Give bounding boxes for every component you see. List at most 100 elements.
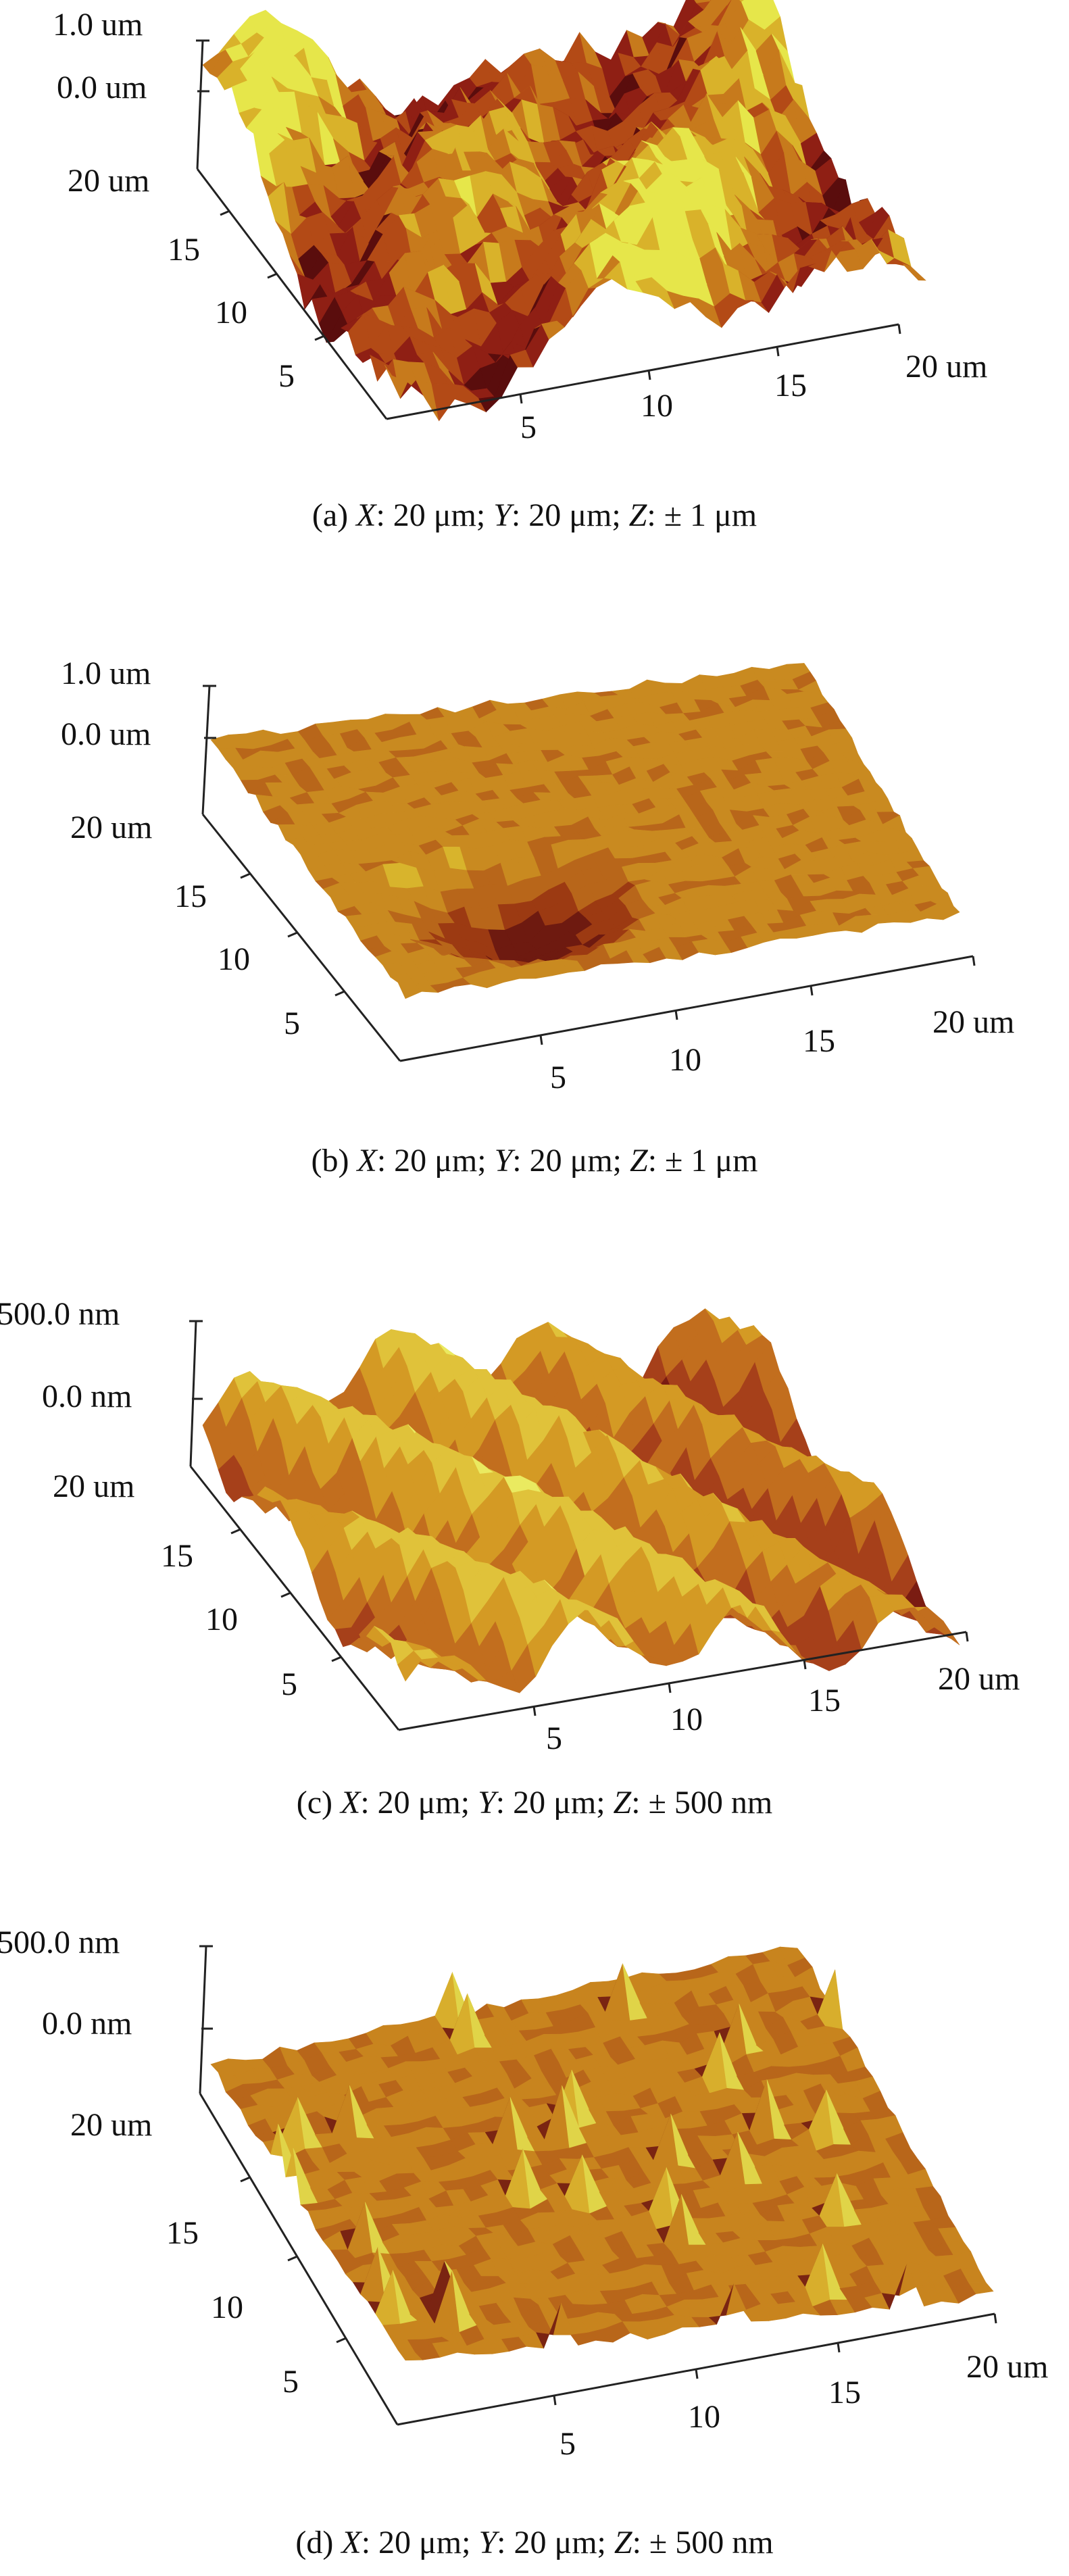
z-zero-label: 0.0 nm <box>42 2006 132 2041</box>
caption-z-value: : ± 500 nm <box>631 1785 773 1820</box>
y-label-10: 10 <box>211 2289 243 2325</box>
x-label-10: 10 <box>669 1042 701 1078</box>
caption-y-name: Y <box>493 497 512 533</box>
afm-panel-a: 1.0 um 0.0 um 20 um 15 10 5 5 10 15 20 u… <box>0 0 1069 608</box>
x-label-15: 15 <box>803 1023 835 1059</box>
surface-facet <box>696 0 714 11</box>
y-label-5: 5 <box>284 1006 300 1041</box>
y-label-20: 20 um <box>70 2107 152 2143</box>
y-label-5: 5 <box>278 358 295 394</box>
afm-plot-d: 500.0 nm 0.0 nm 20 um 15 10 5 5 10 15 20… <box>0 1925 1048 2462</box>
x-tick <box>897 324 901 335</box>
caption-x-value: : 20 μm; <box>376 1143 495 1179</box>
caption-c: (c) X: 20 μm; Y: 20 μm; Z: ± 500 nm <box>0 1784 1069 1821</box>
caption-x-value: : 20 μm; <box>360 1785 478 1820</box>
x-tick <box>532 1706 537 1716</box>
x-tick <box>965 1631 969 1642</box>
y-tick <box>280 1591 291 1598</box>
y-label-15: 15 <box>168 232 200 268</box>
surface-c <box>202 1308 960 1693</box>
x-label-10: 10 <box>670 1702 703 1737</box>
x-tick <box>810 985 814 996</box>
surface-b <box>210 663 960 999</box>
afm-plot-c: 500.0 nm 0.0 nm 20 um 15 10 5 5 10 15 20… <box>0 1296 1020 1756</box>
x-label-20: 20 um <box>933 1004 1014 1040</box>
afm-panel-d: 500.0 nm 0.0 nm 20 um 15 10 5 5 10 15 20… <box>0 1919 1069 2576</box>
z-zero-label: 0.0 nm <box>42 1379 132 1414</box>
y-tick <box>230 1528 241 1535</box>
y-tick <box>331 1656 342 1662</box>
y-tick <box>267 272 278 279</box>
caption-y-value: : 20 μm; <box>495 1785 614 1820</box>
y-axis-line <box>189 1466 400 1731</box>
y-label-10: 10 <box>215 295 247 330</box>
z-axis-line <box>201 685 211 815</box>
y-label-20: 20 um <box>53 1468 134 1504</box>
caption-prefix: (d) <box>295 2525 342 2560</box>
y-label-5: 5 <box>281 1666 297 1702</box>
surface-facet <box>711 0 732 26</box>
x-label-15: 15 <box>808 1683 841 1718</box>
surface-facet <box>739 0 745 3</box>
y-tick <box>220 209 230 216</box>
y-label-15: 15 <box>166 2215 199 2251</box>
surface-d <box>210 1946 994 2361</box>
x-tick <box>668 1683 672 1693</box>
caption-x-name: X <box>341 1785 361 1820</box>
y-label-10: 10 <box>205 1602 238 1637</box>
surface-facet <box>937 903 960 920</box>
z-top-label: 500.0 nm <box>0 1296 120 1332</box>
x-label-5: 5 <box>546 1720 562 1756</box>
caption-x-name: X <box>357 1143 377 1179</box>
x-label-10: 10 <box>688 2399 720 2435</box>
caption-x-name: X <box>356 497 376 533</box>
z-zero-label: 0.0 um <box>57 70 147 105</box>
caption-prefix: (a) <box>312 497 357 533</box>
caption-x-name: X <box>341 2525 362 2560</box>
x-label-20: 20 um <box>905 349 987 385</box>
afm-plot-a: 1.0 um 0.0 um 20 um 15 10 5 5 10 15 20 u… <box>53 0 987 445</box>
y-label-15: 15 <box>174 878 207 914</box>
y-tick <box>287 931 298 938</box>
y-label-15: 15 <box>161 1538 193 1574</box>
z-zero-label: 0.0 um <box>61 716 151 752</box>
z-top-label: 1.0 um <box>61 655 151 691</box>
caption-y-name: Y <box>478 1785 496 1820</box>
caption-y-value: : 20 μm; <box>497 2525 614 2560</box>
y-label-20: 20 um <box>68 163 149 199</box>
caption-y-name: Y <box>478 2525 497 2560</box>
x-label-5: 5 <box>560 2426 576 2462</box>
caption-y-name: Y <box>494 1143 513 1179</box>
x-tick <box>993 2313 997 2324</box>
caption-z-value: : ± 1 μm <box>647 497 757 533</box>
x-tick <box>539 1035 543 1045</box>
x-label-5: 5 <box>520 410 537 445</box>
x-tick <box>647 370 651 380</box>
surface-a <box>202 0 926 422</box>
y-axis-line <box>199 2093 399 2425</box>
afm-panel-b: 1.0 um 0.0 um 20 um 15 10 5 5 10 15 20 u… <box>0 649 1069 1257</box>
z-axis-line <box>199 1946 207 2094</box>
z-axis-line <box>189 1320 197 1467</box>
caption-prefix: (c) <box>296 1785 341 1820</box>
caption-x-value: : 20 μm; <box>376 497 494 533</box>
x-tick <box>803 1659 807 1670</box>
x-tick <box>972 956 976 966</box>
y-axis-line <box>201 814 401 1062</box>
x-tick <box>837 2342 841 2353</box>
x-tick <box>674 1010 678 1020</box>
x-label-5: 5 <box>550 1060 566 1095</box>
caption-prefix: (b) <box>311 1143 357 1179</box>
surface-facet <box>902 263 926 281</box>
x-label-15: 15 <box>774 368 807 403</box>
z-top-label: 500.0 nm <box>0 1925 120 1960</box>
caption-z-name: Z <box>613 1785 632 1820</box>
caption-d: (d) X: 20 μm; Y: 20 μm; Z: ± 500 nm <box>0 2524 1069 2561</box>
x-tick <box>553 2395 557 2406</box>
caption-z-value: : ± 1 μm <box>647 1143 758 1179</box>
caption-z-name: Z <box>630 1143 648 1179</box>
caption-x-value: : 20 μm; <box>361 2525 479 2560</box>
z-top-label: 1.0 um <box>53 7 143 43</box>
x-label-20: 20 um <box>938 1661 1020 1697</box>
y-label-20: 20 um <box>70 810 152 845</box>
